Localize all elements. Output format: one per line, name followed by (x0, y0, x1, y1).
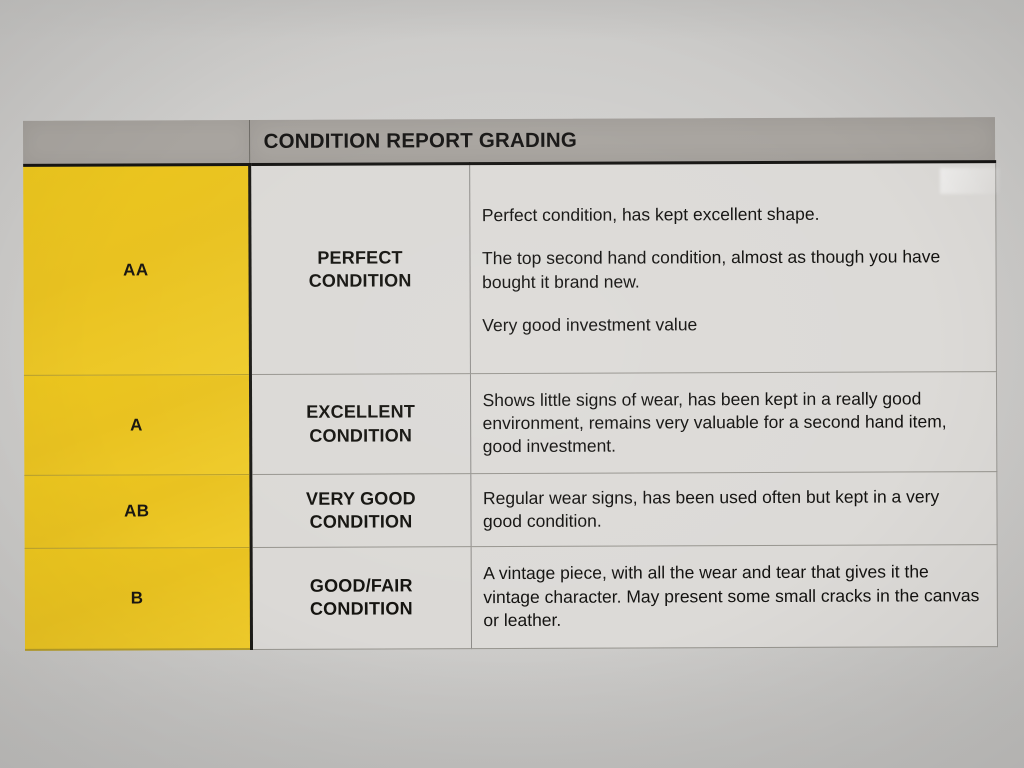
grade-badge-a: A (23, 374, 251, 476)
table-row: A EXCELLENT CONDITION Shows little signs… (23, 371, 997, 476)
table-row: AB VERY GOOD CONDITION Regular wear sign… (24, 471, 997, 549)
paper-top-shading (0, 0, 1024, 40)
condition-report-grading-table: CONDITION REPORT GRADING AA PERFECT COND… (22, 117, 998, 651)
table-header-row: CONDITION REPORT GRADING (22, 117, 996, 166)
condition-name-b: GOOD/FAIR CONDITION (250, 546, 472, 649)
paper-bottom-shading (0, 648, 1024, 768)
table-row: AA PERFECT CONDITION Perfect condition, … (23, 161, 996, 376)
description-paragraph: A vintage piece, with all the wear and t… (483, 561, 980, 630)
condition-name-line1: VERY GOOD (305, 488, 416, 509)
condition-name-line1: EXCELLENT (306, 401, 416, 423)
table-row: B GOOD/FAIR CONDITION A vintage piece, w… (24, 544, 998, 650)
description-aa: Perfect condition, has kept excellent sh… (469, 161, 996, 374)
grade-badge-ab: AB (24, 474, 251, 549)
condition-name-ab: VERY GOOD CONDITION (250, 473, 471, 548)
grade-badge-aa: AA (23, 164, 250, 376)
description-paragraph: Very good investment value (482, 314, 698, 335)
condition-name-line2: CONDITION (309, 598, 413, 620)
condition-name-line2: CONDITION (309, 424, 413, 446)
condition-name-aa: PERFECT CONDITION (249, 163, 470, 375)
description-paragraph: Perfect condition, has kept excellent sh… (481, 203, 820, 226)
description-paragraph: Regular wear signs, has been used often … (482, 486, 940, 532)
description-ab: Regular wear signs, has been used often … (470, 471, 997, 547)
condition-name-line2: CONDITION (308, 270, 412, 291)
description-paragraph: Shows little signs of wear, has been kep… (482, 388, 947, 457)
grade-badge-b: B (24, 547, 252, 650)
condition-name-line1: GOOD/FAIR (309, 575, 413, 596)
description-paragraph: The top second hand condition, almost as… (481, 246, 941, 292)
description-b: A vintage piece, with all the wear and t… (470, 544, 998, 649)
condition-name-line1: PERFECT (317, 247, 403, 268)
description-a: Shows little signs of wear, has been kep… (469, 371, 997, 474)
condition-name-line2: CONDITION (309, 511, 413, 532)
header-corner-cell (22, 120, 250, 166)
condition-name-a: EXCELLENT CONDITION (249, 373, 471, 475)
table-title: CONDITION REPORT GRADING (248, 117, 996, 165)
